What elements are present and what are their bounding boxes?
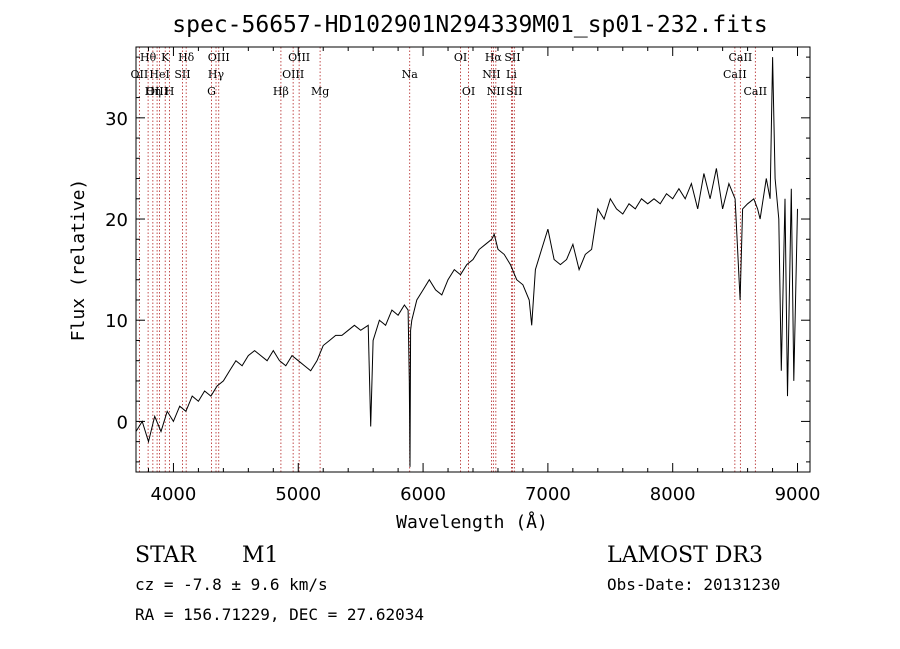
x-axis-ticks: 4000 5000 6000 7000 8000 9000 [147,47,821,505]
x-tick-label: 5000 [275,484,321,505]
y-axis-ticks: 0 10 20 30 [105,56,810,463]
line-label: SII [506,85,522,98]
line-label: OIII [208,51,230,64]
y-tick-label: 0 [117,412,128,433]
y-tick-label: 20 [105,210,128,231]
line-label: Hδ [178,51,195,64]
line-label: OII [131,68,149,81]
line-label: Hθ [140,51,157,64]
emission-line-labels: Hθ OII OIII K HeI Hη SII H Hδ OIII Hγ G OIII OIII Hβ Mg… [131,51,768,98]
line-label: OI [454,51,467,64]
x-axis-label: Wavelength (Å) [396,511,548,533]
spectrum-series [135,57,798,467]
line-label: OIII [282,68,304,81]
y-tick-label: 10 [105,311,128,332]
line-label: OI [462,85,475,98]
redshift-text: cz = -7.8 ± 9.6 km/s [135,575,328,594]
line-label: CaII [723,68,747,81]
line-label: Hγ [208,68,225,81]
emission-line-markers [138,47,756,472]
line-label: Hα [485,51,503,64]
line-label: Li [506,68,517,81]
line-label: OIII [146,85,168,98]
line-label: OIII [288,51,310,64]
flux-line [135,57,798,467]
line-label: Na [402,68,419,81]
line-label: K [161,51,170,64]
line-label: G [207,85,216,98]
line-label: NII [482,68,500,81]
x-tick-label: 8000 [650,484,696,505]
object-class: STAR [135,543,197,568]
x-tick-label: 9000 [775,484,821,505]
x-tick-label: 4000 [151,484,197,505]
line-label: Hβ [273,85,289,98]
coordinates-text: RA = 156.71229, DEC = 27.62034 [135,605,424,624]
object-subclass: M1 [242,543,279,568]
survey-name: LAMOST DR3 [607,543,763,568]
line-label: HeI [149,68,169,81]
line-label: Mg [311,85,329,98]
line-label: CaII [729,51,753,64]
x-tick-label: 7000 [525,484,571,505]
y-axis-label: Flux (relative) [68,179,89,342]
line-label: CaII [743,85,767,98]
line-label: NII [487,85,505,98]
obs-date: Obs-Date: 20131230 [607,575,780,594]
chart-title: spec-56657-HD102901N294339M01_sp01-232.f… [172,12,767,38]
x-tick-label: 6000 [400,484,446,505]
y-tick-label: 30 [105,109,128,130]
line-label: H [165,85,175,98]
line-label: SII [174,68,190,81]
line-label: SII [504,51,520,64]
line-label: Hη [145,85,161,98]
